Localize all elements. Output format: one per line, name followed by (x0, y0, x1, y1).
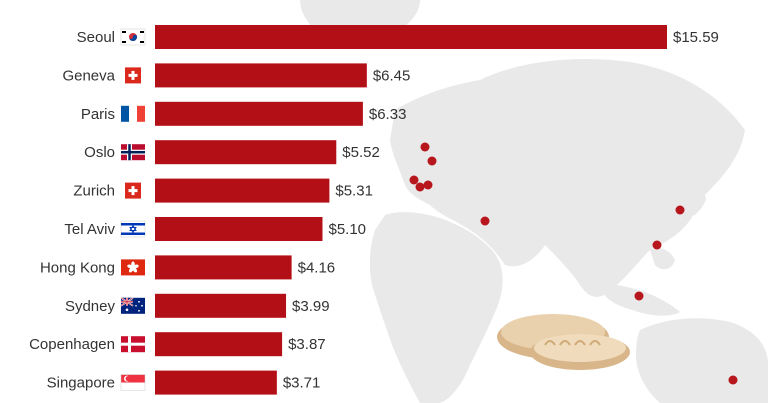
world-map (300, 0, 768, 403)
category-label: Paris (81, 106, 115, 123)
value-label: $4.16 (298, 259, 336, 276)
switzerland-flag-icon (125, 67, 141, 84)
south-korea-flag-icon (120, 28, 146, 46)
bar-singapore (155, 370, 277, 395)
value-label: $5.31 (335, 183, 373, 200)
norway-flag-icon (121, 144, 145, 161)
map-marker (728, 375, 738, 385)
value-label: $6.45 (373, 67, 411, 84)
value-label: $6.33 (369, 106, 407, 123)
value-label: $3.87 (288, 336, 326, 353)
map-marker (409, 175, 419, 185)
category-label: Singapore (47, 375, 115, 392)
bar-copenhagen (155, 332, 283, 357)
bar-zurich (155, 178, 330, 203)
bar-hong-kong (155, 255, 292, 280)
value-label: $5.10 (328, 221, 366, 238)
australia-flag-icon (120, 297, 145, 314)
bar-series (155, 25, 667, 395)
value-label: $3.99 (292, 298, 330, 315)
hong-kong-flag-icon (121, 259, 145, 276)
bar-paris (155, 101, 363, 126)
category-label: Sydney (65, 298, 116, 315)
bar-oslo (155, 140, 337, 165)
bar-tel-aviv (155, 217, 323, 241)
category-label: Hong Kong (40, 259, 115, 276)
singapore-flag-icon (120, 374, 146, 391)
france-flag-icon (121, 105, 145, 122)
flag-icons (120, 28, 146, 391)
category-label: Seoul (77, 29, 115, 46)
bar-geneva (155, 63, 367, 88)
denmark-flag-icon (121, 336, 145, 353)
bar-seoul (155, 25, 667, 49)
map-marker (420, 142, 430, 152)
map-marker (480, 216, 490, 226)
category-label: Geneva (62, 67, 115, 84)
value-label: $15.59 (673, 29, 719, 46)
value-label: $3.71 (283, 375, 321, 392)
category-label: Copenhagen (29, 336, 115, 353)
bar-sydney (155, 293, 287, 318)
category-label: Tel Aviv (64, 221, 115, 238)
israel-flag-icon (120, 220, 146, 238)
map-marker (415, 182, 425, 192)
map-marker (427, 156, 437, 166)
bread-loaf-icon (497, 314, 630, 370)
category-labels: Seoul Geneva Paris Oslo Zurich Tel Aviv Hong K… (29, 29, 116, 392)
map-marker (652, 240, 662, 250)
category-label: Oslo (84, 144, 115, 161)
city-markers (409, 142, 738, 385)
value-label: $5.52 (342, 144, 380, 161)
map-marker (423, 180, 433, 190)
switzerland-flag-icon (125, 182, 141, 199)
map-marker (634, 291, 644, 301)
value-labels: $15.59 $6.45 $6.33 $5.52 $5.31 $5.10 $4.16 $3.9… (283, 29, 719, 392)
category-label: Zurich (73, 183, 115, 200)
map-marker (675, 205, 685, 215)
